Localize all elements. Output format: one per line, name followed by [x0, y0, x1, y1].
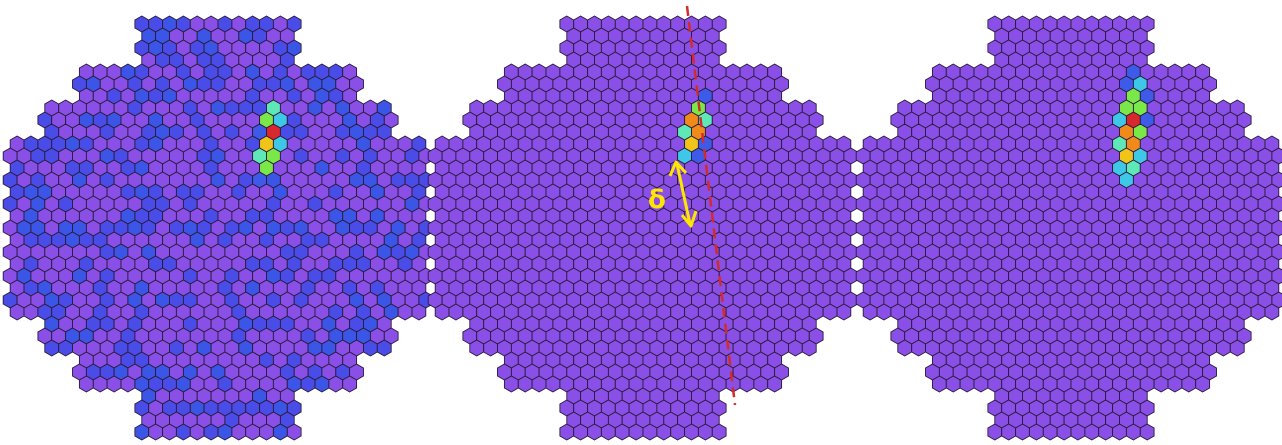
noisy-camera-panel: [2, 15, 434, 441]
camera-pixel: [376, 339, 392, 357]
camera-pixel: [300, 375, 316, 393]
camera-pixel: [162, 423, 177, 441]
camera-pixel: [44, 339, 60, 357]
camera-pixel: [328, 375, 344, 393]
camera-pixel: [23, 303, 39, 321]
camera-pixel: [189, 423, 205, 441]
camera-pixel: [434, 303, 450, 321]
camera-pixel: [134, 423, 150, 441]
camera-pixel: [503, 375, 519, 393]
camera-pixel: [1084, 423, 1100, 441]
camera-pixel: [1250, 303, 1266, 321]
camera-pixel: [788, 339, 803, 357]
camera-pixel: [836, 303, 852, 321]
camera-pixel: [573, 423, 589, 441]
camera-pixel: [1070, 423, 1086, 441]
camera-pixel: [711, 423, 727, 441]
camera-pixel: [642, 423, 658, 441]
camera-pixel: [587, 423, 602, 441]
camera-pixel: [411, 303, 427, 321]
camera-pixel: [1195, 375, 1211, 393]
camera-pixel: [1001, 423, 1017, 441]
camera-pixel: [876, 303, 892, 321]
camera-pixel: [58, 339, 73, 357]
cleaned-camera-panel: [427, 15, 859, 441]
camera-pixel: [753, 375, 769, 393]
camera-pixel: [1153, 375, 1169, 393]
camera-pixel: [684, 423, 699, 441]
camera-pixel: [231, 423, 247, 441]
camera-pixel: [1181, 375, 1197, 393]
camera-pixel: [78, 375, 94, 393]
camera-pixel: [120, 375, 136, 393]
camera-pixel: [203, 423, 219, 441]
annotation-overlay: δ: [648, 5, 737, 406]
camera-pixel: [92, 375, 108, 393]
camera-pixel: [945, 375, 961, 393]
camera-pixel: [259, 423, 274, 441]
camera-pixel: [363, 339, 378, 357]
camera-pixel: [148, 423, 164, 441]
camera-pixel: [175, 423, 191, 441]
camera-pixel: [483, 339, 498, 357]
camera-pixel: [545, 375, 561, 393]
camera-pixel: [397, 303, 413, 321]
camera-pixel: [600, 423, 616, 441]
camera-pixel: [517, 375, 533, 393]
camera-pixel: [531, 375, 547, 393]
camera-pixel: [448, 303, 464, 321]
camera-pixel: [628, 423, 644, 441]
camera-pixel: [1139, 423, 1155, 441]
camera-pixel: [822, 303, 838, 321]
model-camera-panel: [855, 15, 1282, 441]
camera-pixel: [559, 423, 575, 441]
camera-pixel: [1229, 339, 1245, 357]
camera-pixel: [1015, 423, 1030, 441]
camera-pixel: [911, 339, 926, 357]
camera-pixel: [1167, 375, 1183, 393]
camera-pixel: [959, 375, 975, 393]
camera-pixel: [217, 423, 233, 441]
delta-label: δ: [648, 185, 666, 215]
camera-pixel: [342, 375, 358, 393]
camera-pixel: [801, 339, 817, 357]
camera-pixel: [987, 423, 1003, 441]
camera-pixel: [1042, 423, 1058, 441]
camera-pixel: [973, 375, 989, 393]
camera-pixel: [897, 339, 913, 357]
camera-pixel: [1028, 423, 1044, 441]
camera-pixel: [1125, 423, 1141, 441]
camera-pixel: [767, 375, 783, 393]
camera-pixel: [1264, 303, 1280, 321]
camera-pixel: [931, 375, 947, 393]
camera-pixel: [1112, 423, 1127, 441]
camera-pixel: [286, 423, 302, 441]
camera-pixel: [656, 423, 672, 441]
camera-pixel: [1098, 423, 1114, 441]
camera-pixel: [106, 375, 122, 393]
camera-pixel: [739, 375, 755, 393]
shower-axis-dashed-line: [685, 5, 737, 406]
camera-pixel: [670, 423, 686, 441]
camera-pixel: [469, 339, 485, 357]
camera-pixel: [1056, 423, 1072, 441]
camera-pixel: [697, 423, 713, 441]
camera-pixel: [614, 423, 630, 441]
double-headed-arrow-icon: [668, 160, 698, 228]
camera-pixel: [9, 303, 25, 321]
camera-pixel: [862, 303, 878, 321]
camera-pixel: [272, 423, 288, 441]
camera-pixel: [1216, 339, 1231, 357]
camera-pixel: [314, 375, 330, 393]
camera-pixel: [245, 423, 261, 441]
